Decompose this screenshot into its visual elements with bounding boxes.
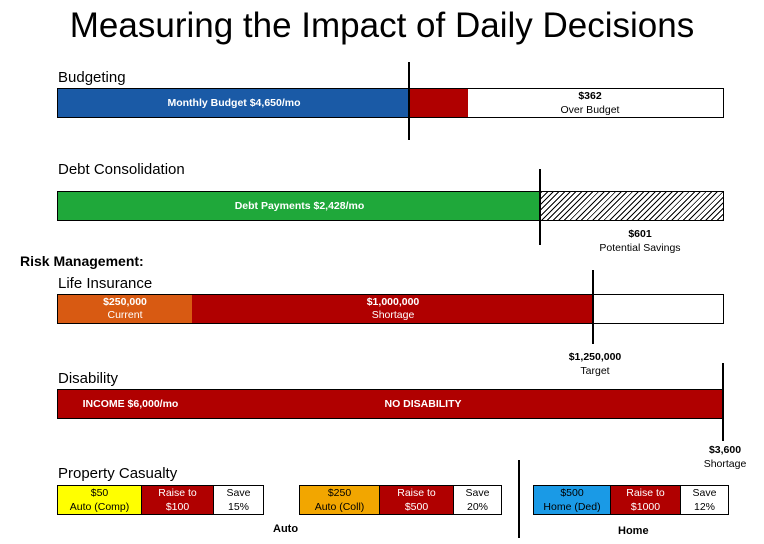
debt-bar: Debt Payments $2,428/mo	[57, 191, 724, 221]
budgeting-budget-label: Monthly Budget $4,650/mo	[167, 96, 301, 109]
life-current-segment: $250,000 Current	[58, 295, 193, 323]
budgeting-note: $362 Over Budget	[550, 89, 630, 117]
auto-comp-save-top: Save	[226, 487, 251, 499]
auto-comp-current-value: $50	[90, 487, 109, 499]
life-current-text: Current	[107, 309, 143, 321]
budgeting-note-text: Over Budget	[560, 104, 620, 116]
auto-coll-current-value: $250	[327, 487, 352, 499]
disability-note: $3,600 Shortage	[690, 443, 760, 471]
debt-payments-segment: Debt Payments $2,428/mo	[58, 192, 541, 220]
disability-income-label: INCOME $6,000/mo	[82, 397, 179, 410]
life-shortage-text: Shortage	[371, 309, 415, 321]
property-casualty-label: Property Casualty	[58, 465, 178, 482]
auto-comp-current-cell: $50 Auto (Comp)	[58, 486, 142, 514]
budgeting-note-value: $362	[578, 90, 602, 102]
auto-coll-save-bottom: 20%	[466, 501, 488, 513]
home-raise-top: Raise to	[626, 487, 665, 499]
auto-coll-current-text: Auto (Coll)	[314, 501, 365, 513]
auto-coll-raise-cell: Raise to $500	[380, 486, 454, 514]
debt-payments-label: Debt Payments $2,428/mo	[234, 199, 365, 212]
property-group-home: $500 Home (Ded) Raise to $1000 Save 12%	[533, 485, 729, 515]
life-target-line	[592, 270, 594, 344]
budgeting-over-segment	[410, 89, 468, 117]
debt-label: Debt Consolidation	[58, 161, 185, 178]
auto-comp-save-cell: Save 15%	[214, 486, 263, 514]
auto-coll-raise-top: Raise to	[397, 487, 436, 499]
home-save-top: Save	[692, 487, 717, 499]
debt-marker-line	[539, 169, 541, 245]
disability-note-value: $3,600	[708, 444, 742, 456]
auto-coll-current-cell: $250 Auto (Coll)	[300, 486, 380, 514]
life-target-value: $1,250,000	[568, 351, 622, 363]
life-shortage-segment: $1,000,000 Shortage	[192, 295, 594, 323]
home-save-cell: Save 12%	[681, 486, 728, 514]
disability-income-segment: INCOME $6,000/mo	[58, 390, 203, 418]
budgeting-marker-line	[408, 62, 410, 140]
auto-coll-save-cell: Save 20%	[454, 486, 501, 514]
debt-note: $601 Potential Savings	[585, 227, 695, 255]
disability-bar: INCOME $6,000/mo NO DISABILITY	[57, 389, 724, 419]
auto-comp-save-bottom: 15%	[227, 501, 249, 513]
life-target-text: Target	[580, 365, 610, 377]
disability-note-text: Shortage	[703, 458, 747, 470]
disability-none-label: NO DISABILITY	[384, 397, 462, 410]
debt-savings-segment	[541, 192, 723, 220]
risk-management-heading: Risk Management:	[20, 253, 144, 269]
page-title: Measuring the Impact of Daily Decisions	[69, 6, 695, 45]
auto-coll-save-top: Save	[465, 487, 490, 499]
budgeting-label: Budgeting	[58, 69, 126, 86]
life-target-note: $1,250,000 Target	[550, 350, 640, 378]
budgeting-budget-segment: Monthly Budget $4,650/mo	[58, 89, 410, 117]
auto-group-label: Auto	[273, 523, 299, 535]
home-current-text: Home (Ded)	[543, 501, 601, 513]
debt-note-value: $601	[628, 228, 652, 240]
home-save-bottom: 12%	[693, 501, 715, 513]
life-current-value: $250,000	[103, 296, 147, 308]
home-current-value: $500	[560, 487, 584, 499]
auto-comp-current-text: Auto (Comp)	[69, 501, 130, 513]
auto-comp-raise-top: Raise to	[158, 487, 197, 499]
disability-none-segment: NO DISABILITY	[348, 390, 498, 418]
disability-label: Disability	[58, 370, 119, 387]
disability-marker-line	[722, 363, 724, 441]
property-group-auto-coll: $250 Auto (Coll) Raise to $500 Save 20%	[299, 485, 502, 515]
home-current-cell: $500 Home (Ded)	[534, 486, 611, 514]
home-group-label: Home	[618, 525, 649, 537]
budgeting-bar: Monthly Budget $4,650/mo	[57, 88, 724, 118]
auto-comp-raise-bottom: $100	[165, 501, 190, 513]
life-bar: $250,000 Current $1,000,000 Shortage	[57, 294, 724, 324]
auto-comp-raise-cell: Raise to $100	[142, 486, 214, 514]
home-raise-bottom: $1000	[630, 501, 661, 513]
property-group-auto-comp: $50 Auto (Comp) Raise to $100 Save 15%	[57, 485, 264, 515]
auto-home-divider	[518, 460, 520, 538]
life-shortage-value: $1,000,000	[366, 296, 420, 308]
debt-note-text: Potential Savings	[599, 242, 681, 254]
life-insurance-label: Life Insurance	[58, 275, 153, 292]
auto-coll-raise-bottom: $500	[404, 501, 429, 513]
home-raise-cell: Raise to $1000	[611, 486, 681, 514]
